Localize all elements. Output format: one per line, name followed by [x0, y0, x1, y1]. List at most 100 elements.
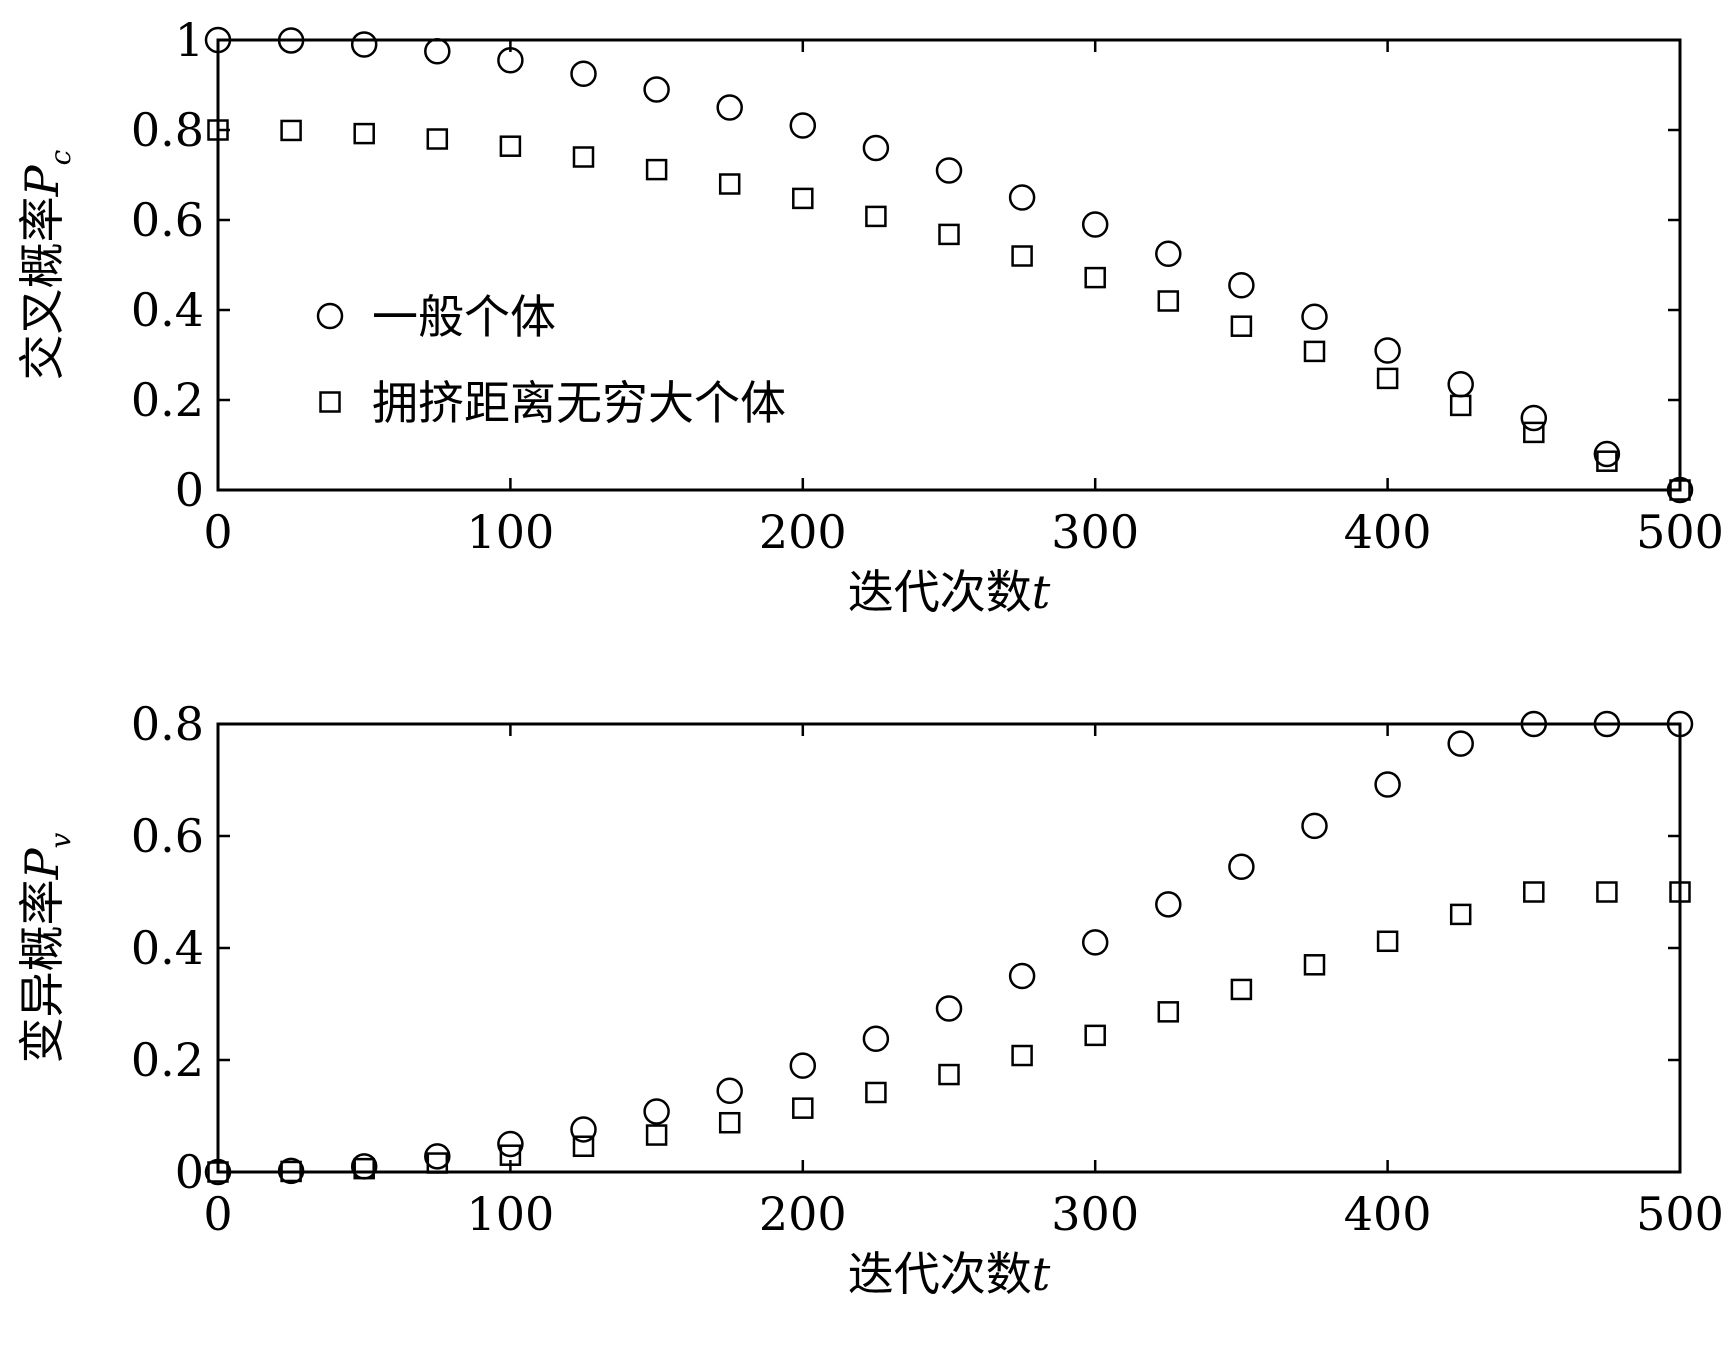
y-tick-label: 0.4 [131, 283, 204, 337]
data-point-circle [1156, 892, 1180, 916]
series-general-individuals [206, 28, 1692, 502]
plot-frame [218, 724, 1680, 1172]
series-infinite-crowding-individuals [209, 883, 1690, 1182]
data-point-square [793, 1099, 812, 1118]
data-point-square [1232, 980, 1251, 999]
data-point-square [1086, 1026, 1105, 1045]
data-point-circle [1449, 732, 1473, 756]
series-general-individuals [206, 712, 1692, 1184]
legend-marker-circle [318, 304, 342, 328]
data-point-square [866, 207, 885, 226]
data-point-square [1159, 1002, 1178, 1021]
x-tick-label: 300 [1051, 505, 1139, 559]
data-point-square [647, 1126, 666, 1145]
x-axis-label: 迭代次数t [848, 1247, 1051, 1301]
y-tick-label: 0.6 [131, 193, 204, 247]
data-point-circle [1229, 855, 1253, 879]
x-tick-label: 500 [1636, 1187, 1724, 1241]
legend-label: 一般个体 [372, 290, 556, 344]
x-tick-label: 400 [1344, 505, 1432, 559]
y-tick-label: 1 [175, 13, 204, 67]
data-point-circle [718, 96, 742, 120]
data-point-square [428, 1154, 447, 1173]
data-point-circle [1083, 930, 1107, 954]
mutation-probability-chart: 0 100 200 300 400 500 0 0.2 0.4 0.6 0.8 迭代次数t 变异概率Pv [15, 697, 1724, 1301]
data-point-circle [1376, 339, 1400, 363]
x-axis-label: 迭代次数t [848, 565, 1051, 619]
data-point-square [574, 148, 593, 167]
x-tick-label: 200 [759, 505, 847, 559]
data-point-circle [718, 1079, 742, 1103]
y-axis-label: 交叉概率Pc [15, 149, 77, 380]
y-tick-label: 0.4 [131, 921, 204, 975]
y-tick-label: 0.8 [131, 103, 204, 157]
data-point-circle [791, 1054, 815, 1078]
y-tick-label: 0 [175, 463, 204, 517]
data-point-square [940, 1065, 959, 1084]
x-tick-label: 400 [1344, 1187, 1432, 1241]
y-tick-label: 0.6 [131, 809, 204, 863]
data-point-circle [864, 136, 888, 160]
y-axis-label: 变异概率Pv [15, 832, 77, 1063]
x-tick-label: 300 [1051, 1187, 1139, 1241]
data-point-square [1159, 292, 1178, 311]
data-point-circle [937, 996, 961, 1020]
data-point-square [647, 160, 666, 179]
data-point-square [1305, 955, 1324, 974]
data-point-square [1597, 452, 1616, 471]
data-point-circle [572, 62, 596, 86]
data-point-circle [1303, 814, 1327, 838]
data-point-square [1232, 317, 1251, 336]
data-point-circle [425, 39, 449, 63]
data-point-circle [1303, 305, 1327, 329]
data-point-square [1086, 268, 1105, 287]
y-tick-label: 0 [175, 1145, 204, 1199]
crossover-probability-chart: 0 100 200 300 400 500 0 0.2 0.4 0.6 0.8 1 迭代次数t 交叉概率P… [15, 13, 1724, 619]
x-tick-label: 500 [1636, 505, 1724, 559]
data-point-square [720, 175, 739, 194]
data-point-square [793, 189, 812, 208]
data-point-circle [1010, 964, 1034, 988]
data-point-square [282, 121, 301, 140]
data-point-circle [1010, 186, 1034, 210]
data-point-square [1305, 342, 1324, 361]
data-point-circle [1156, 242, 1180, 266]
y-tick-label: 0.8 [131, 697, 204, 751]
data-point-square [355, 124, 374, 143]
data-point-circle [1083, 213, 1107, 237]
data-point-circle [352, 33, 376, 57]
data-point-square [866, 1083, 885, 1102]
data-point-square [1451, 396, 1470, 415]
x-tick-label: 0 [203, 505, 232, 559]
data-point-square [428, 130, 447, 149]
data-point-square [1597, 883, 1616, 902]
data-point-circle [937, 159, 961, 183]
data-point-circle [1449, 372, 1473, 396]
data-point-square [1378, 369, 1397, 388]
data-point-square [501, 137, 520, 156]
data-point-circle [645, 78, 669, 102]
data-point-square [940, 225, 959, 244]
data-point-square [1451, 905, 1470, 924]
x-tick-label: 0 [203, 1187, 232, 1241]
data-point-circle [645, 1100, 669, 1124]
data-point-square [1524, 883, 1543, 902]
data-point-square [1013, 247, 1032, 266]
x-tick-label: 100 [466, 505, 554, 559]
data-point-square [1524, 423, 1543, 442]
data-point-circle [1229, 273, 1253, 297]
data-point-square [1013, 1046, 1032, 1065]
legend-marker-square [321, 393, 340, 412]
legend-label: 拥挤距离无穷大个体 [372, 376, 786, 430]
y-tick-label: 0.2 [131, 1033, 204, 1087]
y-tick-label: 0.2 [131, 373, 204, 427]
data-point-square [720, 1113, 739, 1132]
x-tick-label: 200 [759, 1187, 847, 1241]
x-tick-label: 100 [466, 1187, 554, 1241]
data-point-circle [791, 114, 815, 138]
data-point-circle [864, 1027, 888, 1051]
data-point-circle [1376, 772, 1400, 796]
data-point-square [1378, 932, 1397, 951]
